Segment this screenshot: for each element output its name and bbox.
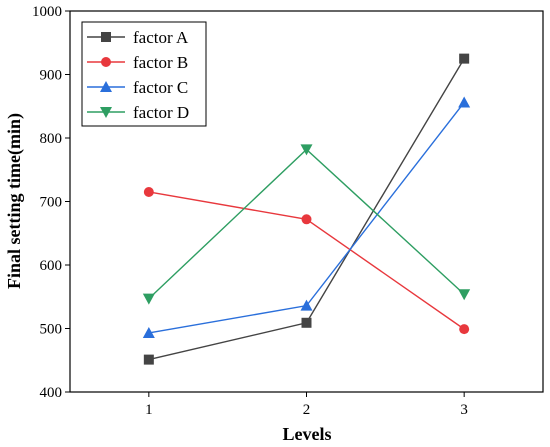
axis-ticks: 400 500 600 700 800 900 1000 1 2 3 <box>32 4 468 418</box>
data-point <box>143 186 154 197</box>
series-factor-d <box>142 144 471 305</box>
legend-label: factor A <box>133 28 189 47</box>
data-point <box>459 53 470 64</box>
x-tick-label: 2 <box>303 402 311 418</box>
legend: factor A factor B factor C factor D <box>81 21 207 127</box>
legend-label: factor C <box>133 78 188 97</box>
data-point <box>458 96 471 108</box>
y-tick-label: 400 <box>40 385 63 401</box>
y-tick-label: 800 <box>40 131 63 147</box>
series-layer <box>142 53 471 365</box>
legend-marker <box>100 107 112 118</box>
y-axis-title: Final setting time(min) <box>4 113 25 289</box>
legend-marker <box>101 57 111 67</box>
series-factor-c <box>142 96 471 338</box>
data-point <box>301 214 312 225</box>
y-tick-label: 600 <box>40 258 63 274</box>
data-point <box>143 354 154 365</box>
series-factor-b <box>143 186 470 335</box>
data-point <box>142 293 155 305</box>
legend-marker <box>101 32 111 42</box>
data-point <box>301 317 312 328</box>
data-point <box>142 326 155 338</box>
data-point <box>459 324 470 335</box>
y-tick-label: 900 <box>40 68 63 84</box>
data-point <box>300 144 313 156</box>
x-axis-title: Levels <box>283 424 332 444</box>
y-tick-label: 500 <box>40 322 63 338</box>
y-tick-label: 700 <box>40 195 63 211</box>
x-tick-label: 1 <box>145 402 153 418</box>
legend-marker <box>100 81 112 92</box>
data-point <box>458 289 471 301</box>
y-tick-label: 1000 <box>32 4 62 20</box>
x-tick-label: 3 <box>460 402 468 418</box>
series-factor-a <box>143 53 470 365</box>
legend-label: factor B <box>133 53 188 72</box>
legend-label: factor D <box>133 103 189 122</box>
data-point <box>300 299 313 311</box>
